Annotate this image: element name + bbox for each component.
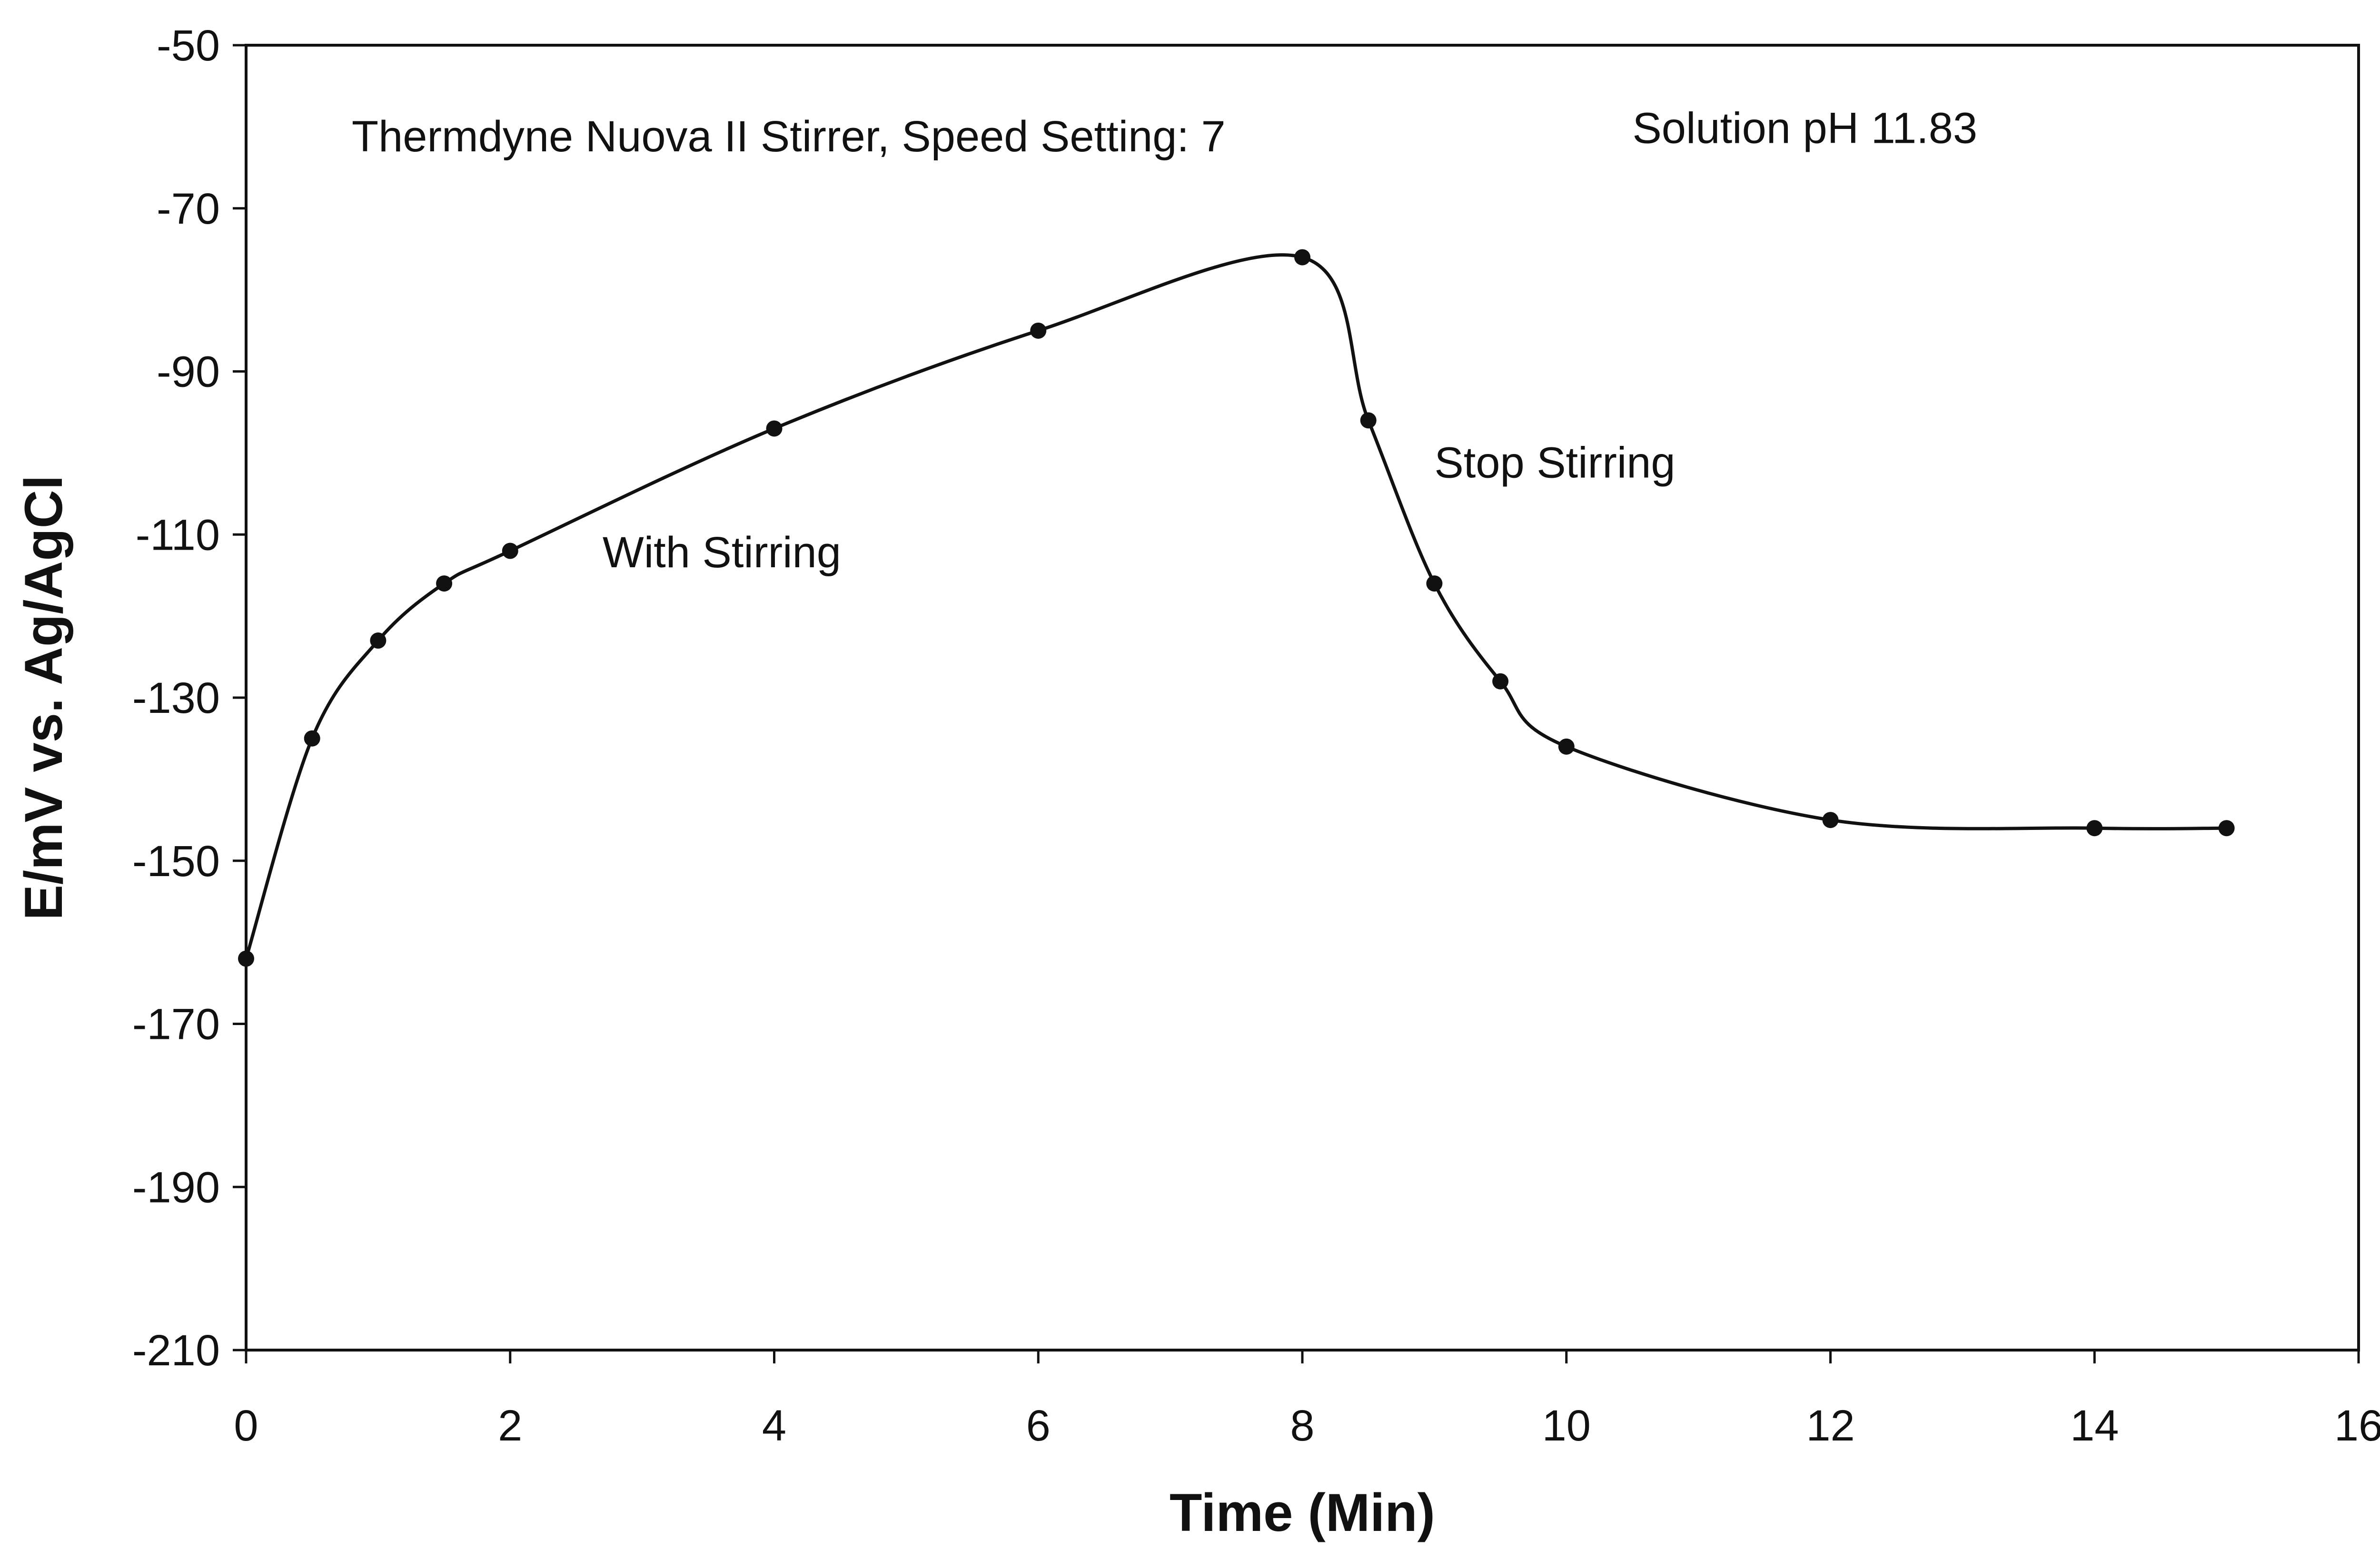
data-point [1294, 249, 1310, 266]
data-point [1822, 812, 1839, 829]
x-tick-label: 8 [1290, 1401, 1314, 1450]
x-tick-label: 4 [762, 1401, 786, 1450]
y-tick-label: -70 [157, 185, 220, 233]
data-point [2086, 820, 2103, 837]
data-point [766, 420, 783, 437]
series-layer [238, 249, 2235, 967]
x-tick-label: 12 [1806, 1401, 1854, 1450]
y-tick-label: -50 [157, 21, 220, 70]
data-point [370, 632, 387, 649]
x-tick-label: 6 [1026, 1401, 1051, 1450]
x-tick-label: 2 [498, 1401, 522, 1450]
data-point [2218, 820, 2235, 837]
x-tick-label: 10 [1542, 1401, 1591, 1450]
data-point [1492, 673, 1509, 690]
chart-annotation: Stop Stirring [1434, 438, 1675, 487]
data-point [1426, 575, 1443, 592]
data-point [304, 730, 320, 747]
plot-frame [245, 44, 2360, 1352]
series-line [244, 253, 2229, 960]
chart-annotation: Solution pH 11.83 [1632, 104, 1977, 153]
data-point [502, 543, 518, 559]
x-tick-label: 16 [2334, 1401, 2380, 1450]
y-tick-label: -90 [157, 348, 220, 396]
chart-annotation: With Stirring [603, 528, 841, 577]
data-point [238, 950, 254, 967]
y-tick-label: -130 [132, 674, 220, 722]
y-tick-label: -110 [136, 511, 220, 559]
y-tick-label: -190 [132, 1163, 220, 1212]
y-axis: -50 -70 -90 -110 -130 -150 -170 -190 -210 [132, 21, 246, 1375]
y-tick-label: -170 [132, 1000, 220, 1049]
x-tick-label: 14 [2070, 1401, 2119, 1450]
x-axis-title: Time (Min) [1170, 1483, 1435, 1542]
y-axis-title: E/mV vs. Ag/AgCl [14, 475, 73, 920]
annotations: Thermdyne Nuova II Stirrer, Speed Settin… [352, 104, 1977, 577]
data-point [436, 575, 453, 592]
data-point [1030, 322, 1047, 339]
data-point [1558, 738, 1575, 755]
x-axis: 0 2 4 6 8 10 12 14 16 [234, 1350, 2380, 1450]
data-point [1360, 412, 1377, 429]
y-tick-label: -210 [132, 1326, 220, 1375]
x-tick-label: 0 [234, 1401, 258, 1450]
chart-annotation: Thermdyne Nuova II Stirrer, Speed Settin… [352, 112, 1226, 161]
y-tick-label: -150 [132, 837, 220, 886]
